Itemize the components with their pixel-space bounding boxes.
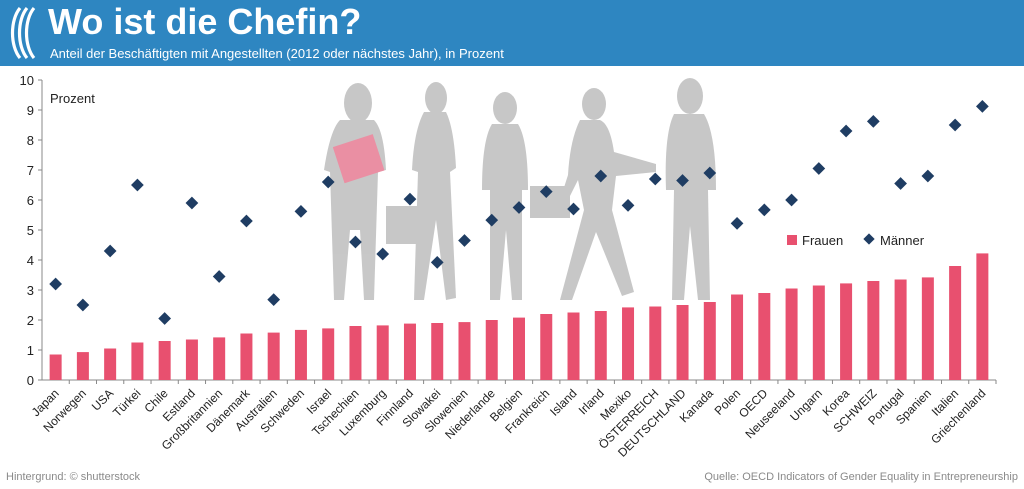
bar-frauen bbox=[540, 314, 553, 380]
bar-frauen bbox=[485, 320, 498, 380]
bar-frauen bbox=[431, 323, 444, 380]
bar-frauen bbox=[213, 337, 226, 380]
bar-frauen bbox=[267, 332, 280, 380]
y-tick-label: 8 bbox=[27, 133, 34, 148]
silhouette-figure bbox=[530, 88, 656, 300]
bar-frauen bbox=[867, 281, 880, 380]
bar-frauen bbox=[676, 305, 689, 380]
y-tick-label: 5 bbox=[27, 223, 34, 238]
marker-maenner bbox=[212, 270, 226, 283]
marker-maenner bbox=[76, 298, 90, 312]
marker-maenner bbox=[430, 256, 444, 269]
y-tick-label: 2 bbox=[27, 313, 34, 328]
bar-frauen bbox=[458, 322, 471, 380]
bar-frauen bbox=[567, 312, 580, 380]
y-tick-label: 6 bbox=[27, 193, 34, 208]
legend-label-maenner: Männer bbox=[880, 233, 925, 248]
bar-frauen bbox=[240, 333, 253, 380]
x-tick-label: Türkei bbox=[110, 386, 143, 419]
y-tick-label: 3 bbox=[27, 283, 34, 298]
bar-frauen bbox=[758, 293, 771, 380]
bar-frauen bbox=[49, 354, 62, 380]
bar-frauen bbox=[894, 279, 907, 380]
y-tick-label: 0 bbox=[27, 373, 34, 388]
marker-maenner bbox=[240, 214, 253, 228]
bar-frauen bbox=[812, 285, 825, 380]
bar-frauen bbox=[649, 306, 662, 380]
marker-maenner bbox=[839, 124, 853, 138]
marker-maenner bbox=[376, 247, 390, 261]
bar-frauen bbox=[322, 328, 335, 380]
bar-frauen bbox=[921, 277, 934, 380]
bar-frauen bbox=[158, 341, 171, 380]
marker-maenner bbox=[866, 115, 880, 128]
bar-frauen bbox=[703, 302, 716, 380]
marker-maenner bbox=[294, 205, 308, 218]
marker-maenner bbox=[812, 162, 826, 175]
bar-frauen bbox=[376, 325, 389, 380]
marker-maenner bbox=[648, 172, 662, 186]
bar-frauen bbox=[76, 352, 89, 380]
legend-swatch-maenner bbox=[863, 233, 875, 245]
legend-swatch-frauen bbox=[787, 235, 797, 245]
silhouette-figure bbox=[386, 82, 456, 300]
y-unit-label: Prozent bbox=[50, 91, 95, 106]
background-credit: Hintergrund: © shutterstock bbox=[6, 471, 141, 483]
marker-maenner bbox=[321, 175, 335, 189]
marker-maenner bbox=[757, 203, 771, 217]
silhouette-figure bbox=[482, 92, 528, 300]
marker-maenner bbox=[158, 312, 172, 325]
bar-frauen bbox=[731, 294, 744, 380]
marker-maenner bbox=[921, 169, 935, 183]
marker-maenner bbox=[785, 193, 798, 207]
marker-maenner bbox=[485, 213, 499, 227]
marker-maenner bbox=[49, 277, 62, 291]
marker-maenner bbox=[403, 192, 417, 206]
marker-maenner bbox=[948, 118, 962, 132]
y-tick-label: 10 bbox=[20, 73, 34, 88]
legend-label-frauen: Frauen bbox=[802, 233, 843, 248]
bar-frauen bbox=[949, 266, 962, 380]
marker-maenner bbox=[103, 244, 117, 258]
bar-frauen bbox=[622, 307, 635, 380]
bar-frauen bbox=[131, 342, 144, 380]
marker-maenner bbox=[349, 235, 362, 249]
bar-frauen bbox=[840, 283, 853, 380]
marker-maenner bbox=[894, 177, 907, 190]
y-tick-label: 7 bbox=[27, 163, 34, 178]
page-subtitle: Anteil der Beschäftigten mit Angestellte… bbox=[50, 46, 504, 61]
bar-frauen bbox=[349, 326, 362, 380]
y-axis: 0 1 2 3 4 5 6 7 8 9 10 bbox=[20, 73, 43, 388]
bar-frauen bbox=[513, 317, 525, 380]
bar-frauen bbox=[785, 288, 798, 380]
bar-frauen bbox=[976, 253, 989, 380]
header-banner: Wo ist die Chefin? Anteil der Beschäftig… bbox=[0, 0, 1024, 66]
marker-maenner bbox=[621, 199, 635, 212]
source-note: Quelle: OECD Indicators of Gender Equali… bbox=[704, 471, 1018, 483]
legend: Frauen Männer bbox=[787, 233, 925, 248]
marker-maenner bbox=[730, 217, 744, 230]
bar-frauen bbox=[185, 339, 198, 380]
y-tick-label: 4 bbox=[27, 253, 34, 268]
y-tick-label: 9 bbox=[27, 103, 34, 118]
marker-maenner bbox=[976, 100, 989, 113]
page-title: Wo ist die Chefin? bbox=[48, 1, 362, 42]
bar-frauen bbox=[403, 323, 416, 380]
y-tick-label: 1 bbox=[27, 343, 34, 358]
marker-maenner bbox=[458, 234, 471, 247]
silhouette-figure bbox=[665, 78, 716, 300]
silhouette-figure bbox=[324, 83, 386, 300]
x-tick-label: Island bbox=[547, 386, 580, 419]
background-silhouettes bbox=[324, 78, 716, 300]
oecd-logo-icon bbox=[10, 6, 36, 60]
bars-frauen bbox=[49, 253, 989, 380]
bar-frauen bbox=[294, 329, 307, 380]
marker-maenner bbox=[267, 293, 281, 306]
marker-maenner bbox=[185, 196, 199, 210]
bar-frauen bbox=[594, 311, 607, 380]
marker-maenner bbox=[131, 178, 144, 192]
bar-frauen bbox=[104, 348, 117, 380]
